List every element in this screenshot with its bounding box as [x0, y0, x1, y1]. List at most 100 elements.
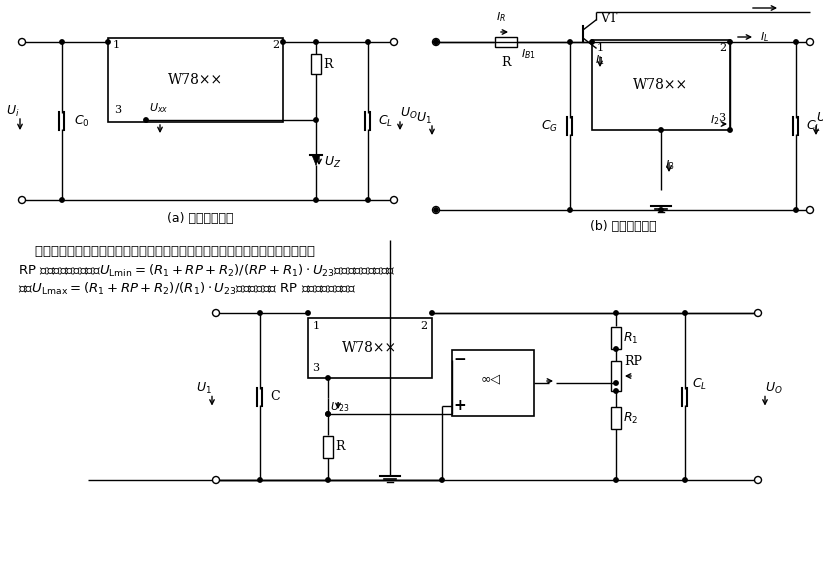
Circle shape [314, 198, 319, 202]
Text: $U_1$: $U_1$ [196, 381, 212, 396]
Text: $U_i$: $U_i$ [7, 103, 20, 119]
Circle shape [728, 128, 732, 132]
Bar [452, 350, 534, 416]
Text: $U_1$: $U_1$ [416, 110, 432, 126]
Text: 3: 3 [718, 113, 726, 123]
Circle shape [755, 310, 761, 316]
Text: $U_Z$: $U_Z$ [324, 154, 342, 170]
Circle shape [614, 389, 618, 393]
Circle shape [390, 39, 398, 45]
Circle shape [568, 40, 572, 44]
Circle shape [794, 40, 798, 44]
Circle shape [433, 207, 439, 214]
Circle shape [212, 477, 220, 483]
Text: +: + [453, 399, 467, 414]
Text: 1: 1 [597, 43, 603, 53]
Circle shape [306, 311, 310, 315]
Bar [611, 327, 621, 349]
Circle shape [18, 197, 26, 203]
Circle shape [212, 310, 220, 316]
Text: (a) 提高输出电压: (a) 提高输出电压 [167, 211, 233, 224]
Text: $I_{B1}$: $I_{B1}$ [521, 47, 536, 61]
Text: 1: 1 [113, 40, 119, 50]
Circle shape [590, 40, 594, 44]
Circle shape [683, 311, 687, 315]
Circle shape [106, 40, 110, 44]
Polygon shape [312, 155, 320, 165]
Text: $R_2$: $R_2$ [623, 411, 639, 425]
Bar [611, 361, 621, 391]
Text: 3: 3 [313, 363, 319, 373]
Circle shape [326, 412, 330, 416]
Text: $I_L$: $I_L$ [760, 30, 770, 44]
Text: W78××: W78×× [168, 73, 223, 87]
Circle shape [614, 311, 618, 315]
Circle shape [390, 197, 398, 203]
Text: W78××: W78×× [634, 78, 689, 92]
Circle shape [258, 311, 263, 315]
Text: $C_L$: $C_L$ [692, 377, 707, 392]
Circle shape [326, 412, 330, 416]
Text: −: − [453, 353, 467, 367]
Text: $R_1$: $R_1$ [623, 331, 639, 345]
Text: $I_1$: $I_1$ [595, 53, 605, 67]
Circle shape [60, 198, 64, 202]
Circle shape [755, 477, 761, 483]
Text: $U_O$: $U_O$ [816, 110, 823, 126]
Text: W78××: W78×× [342, 341, 398, 355]
Text: $U_O$: $U_O$ [765, 381, 783, 396]
Circle shape [807, 207, 813, 214]
Bar [323, 436, 333, 458]
Circle shape [430, 311, 435, 315]
Bar [495, 37, 517, 47]
Circle shape [144, 118, 148, 122]
Circle shape [434, 40, 438, 44]
Circle shape [434, 208, 438, 212]
Text: $C_L$: $C_L$ [806, 119, 821, 133]
Text: 该电路为输出电压可调的稳压电路，集成运算放大器起电压跟随作用，当电位器: 该电路为输出电压可调的稳压电路，集成运算放大器起电压跟随作用，当电位器 [18, 245, 315, 258]
Circle shape [314, 118, 319, 122]
Circle shape [326, 478, 330, 482]
Circle shape [794, 208, 798, 212]
Text: R: R [501, 56, 511, 69]
Text: 1: 1 [313, 321, 319, 331]
Text: RP 滑点移到最下端时，$U_{\mathrm{Lmin}}=(R_1+RP+R_2)/(RP+R_1)\cdot U_{23}$；当滑点移到最上端: RP 滑点移到最下端时，$U_{\mathrm{Lmin}}=(R_1+RP+R… [18, 263, 396, 279]
Circle shape [314, 40, 319, 44]
Circle shape [281, 40, 286, 44]
Text: (b) 扩大输出电压: (b) 扩大输出电压 [590, 219, 656, 232]
Text: $C_G$: $C_G$ [541, 119, 558, 133]
Circle shape [18, 39, 26, 45]
Text: $C_L$: $C_L$ [378, 114, 393, 128]
Circle shape [434, 40, 438, 44]
Text: $I_3$: $I_3$ [665, 158, 675, 172]
Text: 3: 3 [114, 105, 122, 115]
Circle shape [439, 478, 444, 482]
Bar [311, 54, 321, 74]
Text: $I_R$: $I_R$ [496, 10, 506, 24]
Text: C: C [270, 390, 280, 403]
Circle shape [60, 40, 64, 44]
Circle shape [568, 208, 572, 212]
Circle shape [658, 128, 663, 132]
Circle shape [683, 478, 687, 482]
Bar [108, 38, 283, 122]
Circle shape [365, 40, 370, 44]
Bar [592, 40, 730, 130]
Text: 2: 2 [421, 321, 428, 331]
Circle shape [365, 198, 370, 202]
Circle shape [258, 478, 263, 482]
Circle shape [658, 208, 663, 212]
Text: $I_2$: $I_2$ [710, 113, 719, 127]
Text: $C_0$: $C_0$ [74, 114, 90, 128]
Text: $I_C$: $I_C$ [783, 0, 794, 2]
Text: 2: 2 [719, 43, 727, 53]
Circle shape [614, 478, 618, 482]
Circle shape [614, 347, 618, 351]
Text: R: R [335, 441, 345, 453]
Circle shape [807, 39, 813, 45]
Bar [308, 318, 432, 378]
Circle shape [614, 381, 618, 385]
Circle shape [728, 40, 732, 44]
Bar [611, 407, 621, 429]
Text: $U_O$: $U_O$ [400, 106, 418, 120]
